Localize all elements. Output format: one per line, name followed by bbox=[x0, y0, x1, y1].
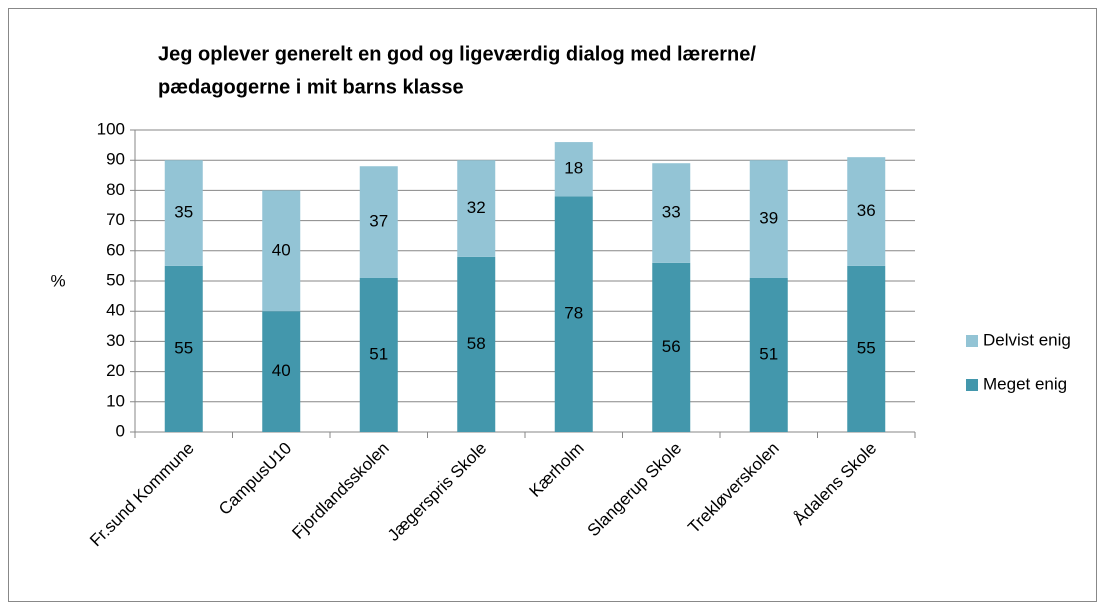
bar-segment bbox=[359, 166, 398, 278]
data-label: 55 bbox=[857, 338, 876, 357]
data-label: 37 bbox=[369, 212, 388, 231]
legend-label: Delvist enig bbox=[983, 330, 1071, 349]
bar-segment bbox=[652, 262, 691, 432]
bar-segment bbox=[262, 311, 301, 432]
legend-label: Meget enig bbox=[983, 374, 1067, 393]
bar-segment bbox=[262, 190, 301, 312]
bar-segment bbox=[457, 160, 496, 257]
y-tick-label: 70 bbox=[106, 210, 125, 229]
legend-swatch bbox=[966, 379, 978, 391]
y-tick-label: 10 bbox=[106, 391, 125, 410]
y-tick-label: 80 bbox=[106, 180, 125, 199]
bar-segment bbox=[749, 160, 788, 278]
data-label: 18 bbox=[564, 159, 583, 178]
legend-swatch bbox=[966, 335, 978, 347]
bar-segment bbox=[164, 160, 203, 266]
y-tick-label: 90 bbox=[106, 150, 125, 169]
y-tick-label: 20 bbox=[106, 361, 125, 380]
data-label: 51 bbox=[369, 344, 388, 363]
bar-segment bbox=[554, 142, 593, 197]
bar-segment bbox=[457, 256, 496, 432]
y-tick-label: 40 bbox=[106, 301, 125, 320]
data-label: 40 bbox=[272, 361, 291, 380]
data-label: 36 bbox=[857, 201, 876, 220]
y-tick-label: 0 bbox=[116, 421, 125, 440]
bar-segment bbox=[164, 265, 203, 432]
y-tick-label: 100 bbox=[97, 119, 125, 138]
y-tick-label: 50 bbox=[106, 270, 125, 289]
y-axis-label: % bbox=[50, 271, 65, 290]
data-label: 32 bbox=[467, 198, 486, 217]
data-label: 33 bbox=[662, 203, 681, 222]
data-label: 55 bbox=[174, 338, 193, 357]
y-tick-label: 60 bbox=[106, 240, 125, 259]
chart-title: pædagogerne i mit barns klasse bbox=[158, 76, 464, 98]
data-label: 51 bbox=[759, 344, 778, 363]
bar-segment bbox=[847, 157, 886, 266]
bar-segment bbox=[847, 265, 886, 432]
chart-title: Jeg oplever generelt en god og ligeværdi… bbox=[158, 43, 756, 65]
bar-segment bbox=[359, 277, 398, 432]
data-label: 39 bbox=[759, 209, 778, 228]
bar-segment bbox=[749, 277, 788, 432]
bar-segment bbox=[652, 163, 691, 263]
data-label: 40 bbox=[272, 240, 291, 259]
data-label: 35 bbox=[174, 203, 193, 222]
data-label: 56 bbox=[662, 337, 681, 356]
data-label: 58 bbox=[467, 334, 486, 353]
data-label: 78 bbox=[564, 304, 583, 323]
bar-segment bbox=[554, 196, 593, 432]
y-tick-label: 30 bbox=[106, 331, 125, 350]
